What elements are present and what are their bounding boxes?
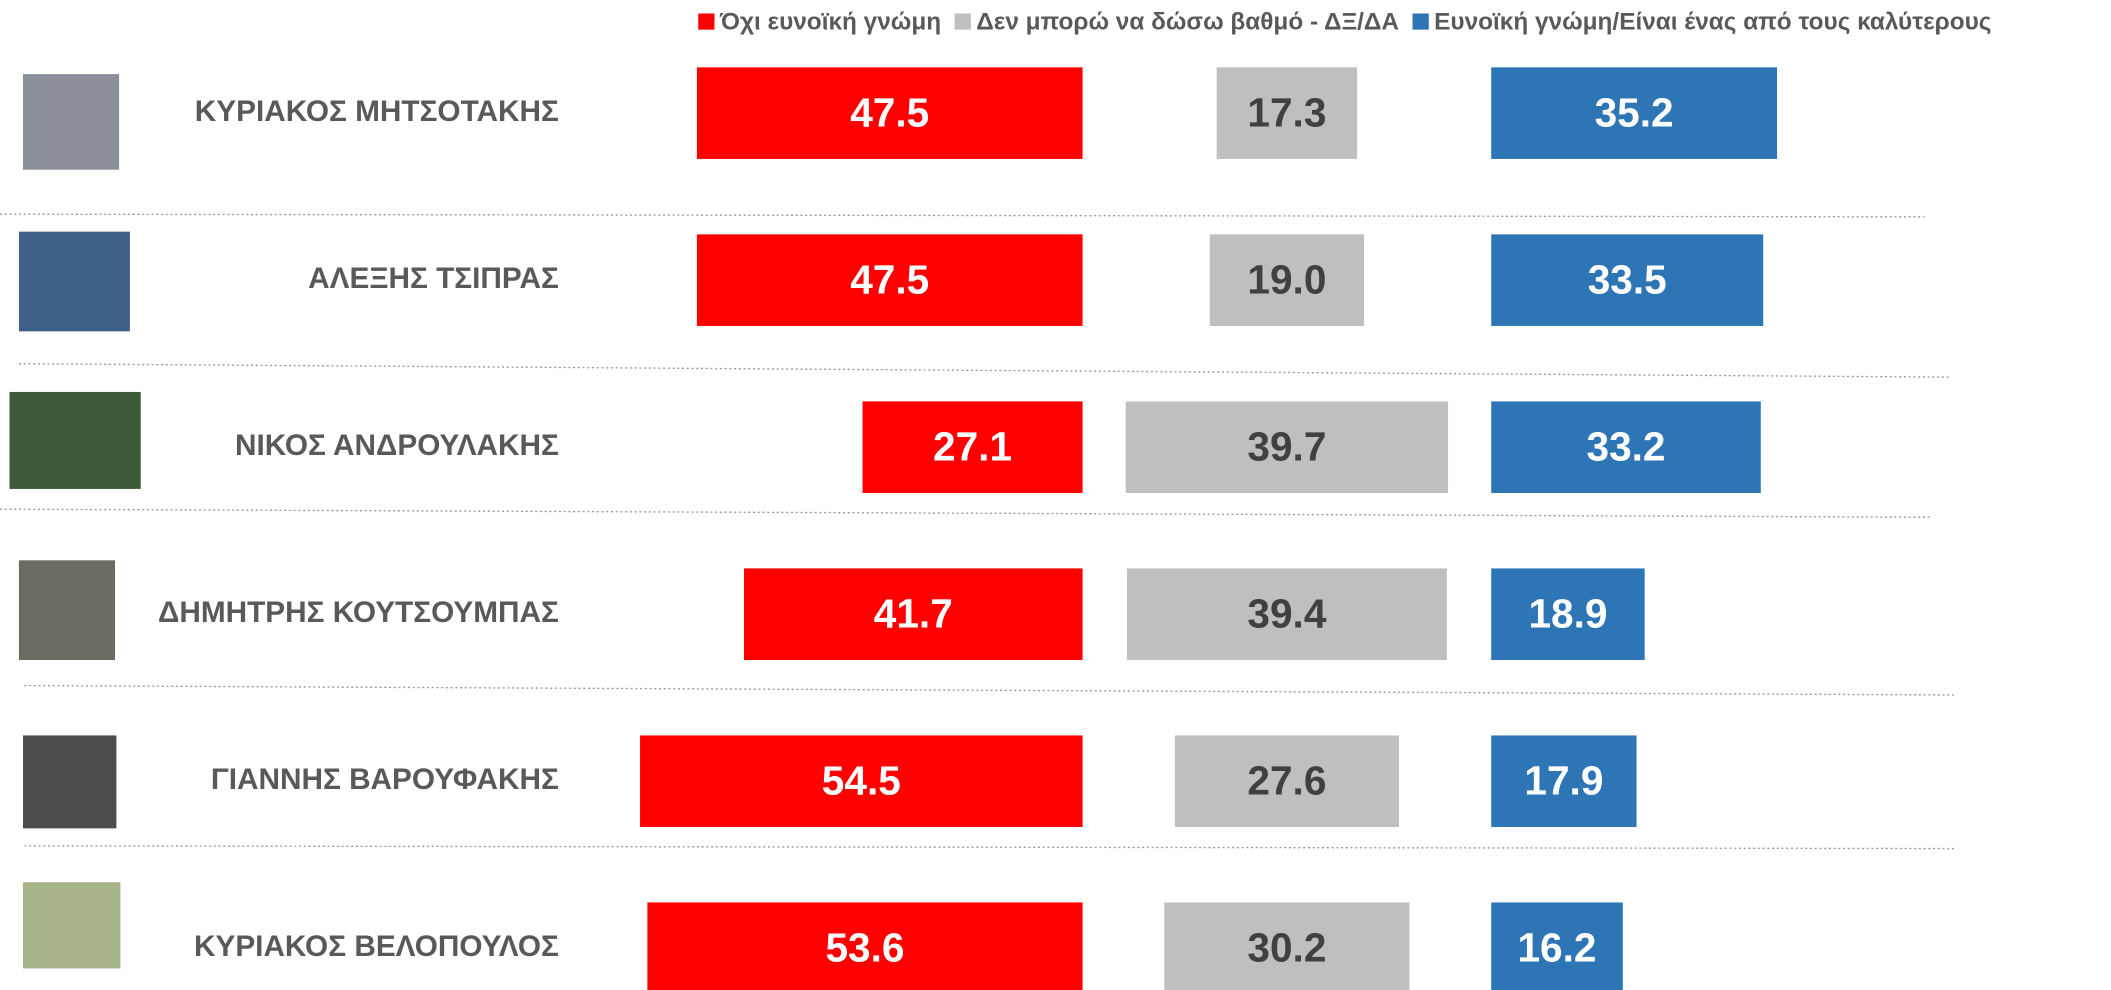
value-label: 17.3 (1247, 90, 1326, 136)
value-label: 33.5 (1588, 257, 1667, 303)
row-separator (24, 846, 1956, 849)
value-label: 18.9 (1528, 591, 1607, 637)
value-label: 30.2 (1247, 925, 1326, 971)
value-label: 33.2 (1587, 424, 1666, 470)
value-label: 53.6 (825, 925, 904, 971)
value-label: 39.4 (1247, 591, 1326, 637)
value-label: 47.5 (850, 257, 929, 303)
value-label: 41.7 (874, 591, 953, 637)
category-label: ΚΥΡΙΑΚΟΣ ΒΕΛΟΠΟΥΛΟΣ (194, 930, 559, 963)
category-label: ΓΙΑΝΝΗΣ ΒΑΡΟΥΦΑΚΗΣ (211, 763, 559, 796)
photo (23, 735, 116, 828)
legend-swatch (1413, 13, 1429, 29)
legend-label: Ευνοϊκή γνώμη/Είναι ένας από τους καλύτε… (1434, 8, 1991, 35)
row-separator (0, 509, 1930, 517)
category-label: ΝΙΚΟΣ ΑΝΔΡΟΥΛΑΚΗΣ (235, 429, 559, 462)
page: {"chart_data": { "type": "bar", "categor… (0, 0, 2111, 990)
photo (9, 392, 140, 489)
category-label: ΔΗΜΗΤΡΗΣ ΚΟΥΤΣΟΥΜΠΑΣ (158, 596, 559, 629)
value-label: 17.9 (1524, 758, 1603, 804)
legend-label: Όχι ευνοϊκή γνώμη (719, 8, 941, 35)
row-separator (24, 686, 1956, 695)
chart: Όχι ευνοϊκή γνώμη Δεν μπορώ να δώσω βαθμό… (0, 0, 2111, 990)
value-label: 54.5 (822, 758, 901, 804)
category-label: ΚΥΡΙΑΚΟΣ ΜΗΤΣΟΤΑΚΗΣ (195, 95, 559, 128)
row-separator (0, 214, 1924, 217)
category-label: ΑΛΕΞΗΣ ΤΣΙΠΡΑΣ (308, 262, 559, 295)
value-label: 27.1 (933, 424, 1012, 470)
photo (23, 74, 119, 170)
value-label: 35.2 (1595, 90, 1674, 136)
value-label: 47.5 (850, 90, 929, 136)
row-separator (19, 364, 1949, 377)
value-label: 19.0 (1247, 257, 1326, 303)
legend-swatch (955, 13, 971, 29)
value-label: 16.2 (1517, 925, 1596, 971)
photo (19, 232, 130, 332)
value-label: 39.7 (1247, 424, 1326, 470)
photos (9, 74, 140, 968)
photo (23, 882, 120, 968)
legend-label: Δεν μπορώ να δώσω βαθμό - ΔΞ/ΔΑ (976, 8, 1399, 35)
photo (19, 560, 115, 660)
legend-swatch (698, 13, 714, 29)
value-label: 27.6 (1247, 758, 1326, 804)
